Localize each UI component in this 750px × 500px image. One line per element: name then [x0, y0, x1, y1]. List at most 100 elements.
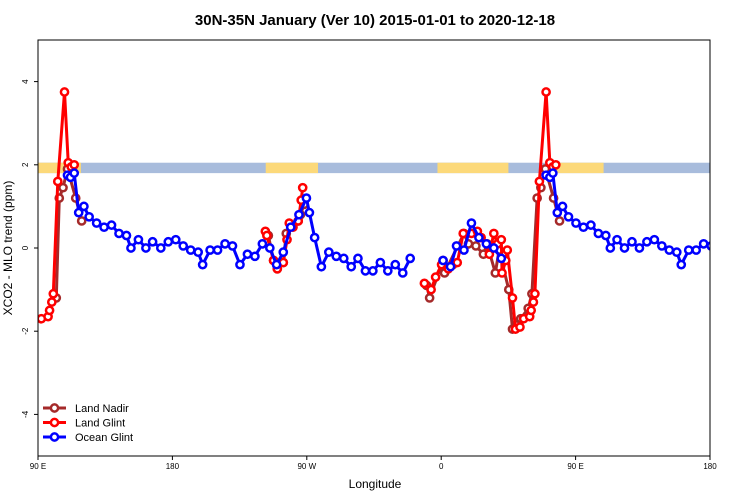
x-tick-label: 90 W [297, 462, 316, 471]
data-point [205, 245, 215, 255]
legend-marker [49, 432, 60, 442]
data-point [323, 247, 334, 258]
data-point [375, 257, 386, 268]
data-point [48, 288, 59, 299]
data-point [496, 234, 507, 245]
data-point [264, 243, 275, 253]
data-point [586, 220, 596, 230]
legend: Land Nadir Land Glint Ocean Glint [43, 403, 133, 444]
land-band-segment [437, 162, 509, 174]
data-point [368, 266, 378, 276]
chart-title: 30N-35N January (Ver 10) 2015-01-01 to 2… [195, 12, 555, 29]
data-point [578, 222, 589, 233]
y-tick-label: -4 [21, 410, 30, 418]
data-point [91, 218, 102, 228]
data-point [99, 222, 109, 233]
data-point [44, 305, 55, 316]
data-point [257, 238, 268, 249]
data-point [706, 241, 710, 251]
data-point [683, 245, 694, 255]
y-tick-label: -2 [21, 327, 30, 335]
data-point [294, 209, 304, 220]
data-point [649, 234, 660, 245]
x-tick-label: 180 [166, 462, 180, 471]
data-point [571, 218, 581, 228]
legend-item-land-glint: Land Glint [43, 418, 125, 430]
legend-label: Land Glint [75, 418, 125, 430]
data-point [605, 243, 616, 253]
y-tick-label: 2 [21, 162, 30, 167]
data-point [297, 182, 308, 193]
data-point [600, 230, 611, 241]
data-point [52, 176, 63, 187]
data-point [390, 259, 401, 270]
data-point [133, 234, 144, 245]
data-point [59, 87, 70, 97]
data-point [488, 228, 499, 239]
data-point [530, 288, 540, 299]
series-ocean-glint [62, 168, 710, 278]
data-point [526, 305, 537, 316]
legend-label: Ocean Glint [75, 432, 133, 444]
legend-marker [49, 417, 60, 428]
data-point [106, 220, 117, 230]
data-point [58, 182, 68, 193]
data-point [458, 228, 469, 239]
data-point [301, 193, 312, 203]
data-point [426, 284, 436, 295]
data-point [698, 238, 709, 249]
data-point [360, 266, 371, 276]
data-point [676, 259, 687, 270]
land-band-segment [555, 162, 604, 174]
data-point [664, 245, 675, 255]
data-point [497, 268, 507, 278]
legend-item-ocean-glint: Ocean Glint [43, 432, 133, 444]
data-point [331, 251, 342, 262]
surface-band [38, 162, 710, 174]
data-point [656, 241, 667, 251]
data-point [242, 249, 253, 260]
data-point [474, 232, 484, 243]
data-point [250, 251, 260, 262]
data-point [338, 253, 349, 264]
data-point [451, 241, 462, 251]
data-point [262, 230, 272, 241]
x-axis-label: Longitude [349, 477, 402, 491]
x-tick-label: 90 E [30, 462, 46, 471]
data-point [227, 241, 238, 251]
legend-marker [49, 403, 60, 413]
data-point [619, 243, 630, 253]
data-point [220, 238, 230, 249]
y-axis-label: XCO2 - MLO trend (ppm) [1, 181, 15, 316]
data-point [438, 255, 448, 266]
data-point [353, 253, 363, 264]
data-point [121, 230, 132, 241]
y-axis: -4 -2 0 2 4 [21, 79, 38, 418]
data-point [691, 245, 702, 255]
data-point [84, 211, 94, 222]
data-point [114, 228, 124, 239]
data-point [634, 243, 645, 253]
series-layer [38, 87, 710, 334]
data-point [382, 266, 393, 276]
ocean-band [38, 162, 710, 174]
data-point [484, 249, 495, 260]
data-point [346, 261, 357, 272]
data-point [46, 297, 57, 307]
data-point [73, 207, 84, 218]
data-point [141, 243, 151, 253]
x-tick-label: 180 [703, 462, 717, 471]
data-point [278, 247, 289, 258]
data-point [316, 261, 327, 272]
data-point [627, 236, 637, 247]
data-point [235, 259, 245, 270]
data-point [304, 207, 315, 218]
data-point [507, 293, 518, 303]
legend-label: Land Nadir [75, 403, 129, 415]
legend-item-land-nadir: Land Nadir [43, 403, 129, 415]
data-point [528, 297, 539, 307]
data-point [155, 243, 166, 253]
data-point [212, 245, 223, 255]
data-point [547, 168, 558, 178]
